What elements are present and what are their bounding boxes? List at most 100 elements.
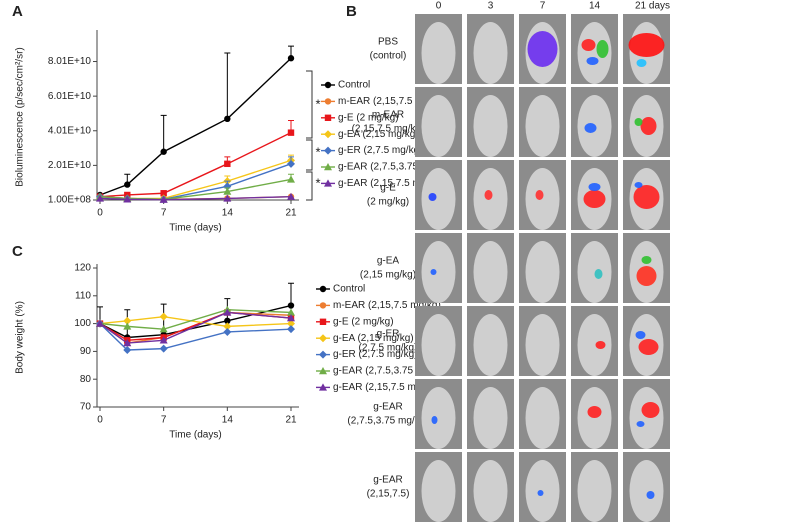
- signal: [596, 40, 609, 58]
- bracket: [306, 70, 313, 139]
- row-label: (2,15,7.5 mg/kg): [352, 124, 425, 135]
- signal: [527, 31, 558, 67]
- legend-label: g-EA (2,15 mg/kg): [333, 333, 414, 344]
- panel-label: C: [12, 243, 23, 260]
- mouse-body: [525, 241, 560, 303]
- row-label: (2,15 mg/kg): [360, 270, 416, 281]
- legend-label: Control: [338, 80, 370, 91]
- row-label: (2,7.5,3.75 mg/kg): [347, 416, 428, 427]
- y-tick-label: 90: [80, 346, 92, 357]
- marker: [224, 115, 231, 123]
- legend-label: g-E (2 mg/kg): [338, 112, 399, 123]
- signal: [634, 182, 643, 188]
- x-tick-label: 14: [222, 208, 234, 219]
- marker: [160, 190, 167, 197]
- marker: [223, 327, 232, 336]
- legend-marker: [319, 318, 327, 325]
- y-tick-label: 4.01E+10: [48, 125, 92, 136]
- marker: [123, 195, 132, 203]
- signal: [535, 190, 544, 200]
- y-tick-label: 80: [80, 374, 92, 385]
- legend-marker: [324, 98, 332, 105]
- legend-label: g-EAR (2,7.5,3.75 mg/kg): [338, 162, 451, 173]
- panel-label: A: [12, 3, 23, 20]
- error-bar: [160, 114, 167, 152]
- signal: [633, 185, 660, 209]
- signal: [428, 193, 437, 201]
- marker: [159, 325, 168, 333]
- y-tick-label: 1.00E+08: [48, 195, 92, 206]
- marker: [287, 314, 295, 322]
- marker: [123, 339, 132, 347]
- signal: [595, 341, 606, 349]
- legend-label: g-ER (2,7.5 mg/kg): [333, 349, 417, 360]
- row-label: (control): [370, 51, 407, 62]
- marker: [287, 129, 295, 136]
- error-bar: [288, 282, 294, 306]
- marker: [287, 192, 295, 200]
- signal: [636, 421, 645, 427]
- mouse-body: [473, 22, 508, 84]
- legend-marker: [324, 179, 332, 187]
- legend-label: m-EAR (2,15,7.5 mg/kg): [333, 300, 441, 311]
- x-tick-label: 0: [97, 208, 103, 219]
- legend-marker: [319, 334, 327, 343]
- signal: [640, 117, 657, 135]
- y-axis-label: Bioluminescence (p/sec/cm²/sr): [15, 47, 26, 186]
- legend-marker: [324, 163, 332, 171]
- mouse-body: [525, 387, 560, 449]
- error-bar: [224, 52, 231, 119]
- signal: [430, 269, 437, 275]
- y-tick-label: 6.01E+10: [48, 91, 92, 102]
- marker: [159, 336, 168, 344]
- marker: [287, 55, 295, 62]
- row-label: (2 mg/kg): [367, 197, 409, 208]
- legend-label: g-E (2 mg/kg): [333, 316, 394, 327]
- x-tick-label: 7: [161, 208, 167, 219]
- y-tick-label: 8.01E+10: [48, 56, 92, 67]
- legend-marker: [324, 146, 332, 155]
- marker: [223, 322, 232, 331]
- mouse-body: [421, 168, 456, 230]
- significance-star: *: [315, 144, 320, 159]
- legend-marker: [324, 114, 332, 121]
- marker: [96, 319, 104, 327]
- marker: [287, 159, 295, 168]
- mouse-body: [629, 460, 664, 522]
- row-label: (2,7.5 mg/kg): [359, 343, 418, 354]
- marker: [223, 187, 232, 195]
- signal: [581, 39, 596, 51]
- marker: [287, 325, 295, 334]
- signal: [634, 118, 643, 126]
- signal: [646, 491, 655, 499]
- signal: [586, 57, 599, 65]
- x-axis-label: Time (days): [169, 223, 221, 234]
- marker: [123, 346, 132, 355]
- row-label: m-EAR: [372, 110, 404, 121]
- x-tick-label: 21: [285, 415, 297, 426]
- marker: [287, 175, 295, 183]
- legend-label: g-EAR (2,15,7.5 mg/kg): [333, 382, 438, 393]
- legend-marker: [319, 285, 327, 293]
- legend-marker: [319, 383, 327, 391]
- signal: [484, 190, 493, 200]
- legend-marker: [324, 81, 332, 89]
- column-header: 21 days: [635, 1, 670, 12]
- row-label: g-ER: [377, 329, 400, 340]
- x-tick-label: 21: [285, 208, 297, 219]
- signal: [636, 59, 647, 67]
- mouse-body: [421, 95, 456, 157]
- signal: [431, 416, 438, 424]
- significance-brackets: [306, 70, 313, 201]
- mouse-body: [421, 314, 456, 376]
- mouse-body: [577, 241, 612, 303]
- mouse-body: [473, 387, 508, 449]
- mouse-body: [577, 22, 612, 84]
- marker: [287, 302, 295, 309]
- marker: [159, 195, 168, 203]
- x-axis-label: Time (days): [169, 430, 221, 441]
- mouse-body: [473, 95, 508, 157]
- column-header: 7: [540, 1, 546, 12]
- column-header: 14: [589, 1, 601, 12]
